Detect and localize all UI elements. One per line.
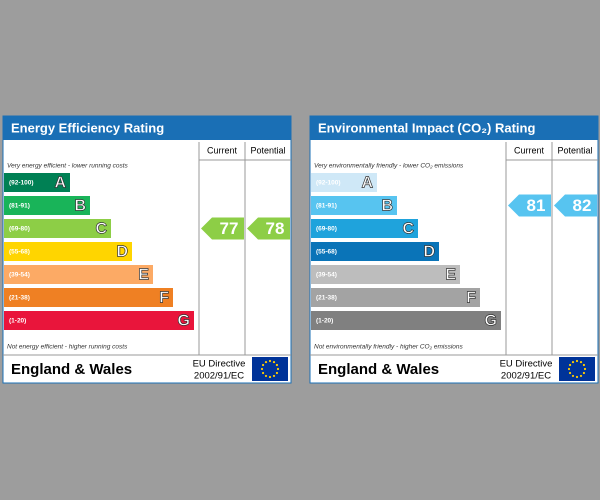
- rating-band: [4, 288, 173, 307]
- band-letter: C: [402, 221, 414, 238]
- rating-band: [311, 196, 397, 215]
- band-range: (81-91): [316, 203, 337, 210]
- rating-value: 77: [220, 219, 239, 238]
- bottom-note: Not energy efficient - higher running co…: [7, 344, 128, 351]
- directive-label: EU Directive: [500, 359, 553, 370]
- band-letter: E: [138, 267, 149, 284]
- eu-star: [275, 363, 279, 367]
- eu-star: [260, 367, 264, 371]
- rating-band: [311, 242, 439, 261]
- band-range: (92-100): [9, 180, 34, 187]
- band-letter: B: [74, 198, 86, 215]
- rating-panel: Energy Efficiency Rating Current Potential…: [2, 115, 292, 384]
- eu-star: [264, 360, 268, 364]
- rating-band: [4, 242, 132, 261]
- title-bar: [3, 116, 291, 140]
- directive-label: EU Directive: [193, 359, 246, 370]
- title-bar: [310, 116, 598, 140]
- column-header: Current: [207, 145, 238, 155]
- rating-band: [4, 311, 194, 330]
- eu-star: [571, 374, 575, 378]
- rating-band: [4, 196, 90, 215]
- band-range: (55-68): [316, 249, 337, 256]
- band-range: (1-20): [316, 318, 333, 325]
- eu-star: [582, 363, 586, 367]
- eu-star: [579, 374, 583, 378]
- eu-star: [575, 375, 579, 379]
- eu-star: [575, 359, 579, 363]
- rating-band: [311, 219, 418, 238]
- band-range: (69-80): [316, 226, 337, 233]
- eu-star: [568, 371, 572, 375]
- eu-star: [264, 374, 268, 378]
- rating-arrow: [201, 217, 244, 240]
- column-header: Potential: [557, 145, 592, 155]
- band-letter: D: [116, 244, 128, 261]
- rating-band: [311, 265, 460, 284]
- band-letter: D: [423, 244, 435, 261]
- band-range: (1-20): [9, 318, 26, 325]
- column-header: Current: [514, 145, 545, 155]
- panel-title: Environmental Impact (CO₂) Rating: [318, 120, 535, 135]
- band-range: (39-54): [316, 272, 337, 279]
- eu-star: [579, 360, 583, 364]
- eu-star: [268, 359, 272, 363]
- band-range: (92-100): [316, 180, 341, 187]
- eu-star: [276, 367, 280, 371]
- eu-star: [261, 363, 265, 367]
- rating-arrow: [554, 194, 597, 217]
- eu-star: [261, 371, 265, 375]
- rating-arrow: [508, 194, 551, 217]
- band-letter: E: [445, 267, 456, 284]
- region-label: England & Wales: [11, 361, 132, 378]
- rating-band: [311, 311, 501, 330]
- band-letter: A: [361, 175, 373, 192]
- panel-title: Energy Efficiency Rating: [11, 120, 164, 135]
- eu-star: [583, 367, 587, 371]
- band-letter: B: [381, 198, 393, 215]
- eu-star: [268, 375, 272, 379]
- eu-star: [568, 363, 572, 367]
- rating-panel: Environmental Impact (CO₂) Rating Current…: [309, 115, 599, 384]
- band-letter: C: [95, 221, 107, 238]
- top-note: Very environmentally friendly - lower CO…: [314, 163, 464, 170]
- eu-star: [272, 374, 276, 378]
- rating-band: [4, 173, 70, 192]
- band-letter: A: [54, 175, 66, 192]
- rating-value: 78: [266, 219, 285, 238]
- rating-value: 82: [573, 196, 592, 215]
- rating-band: [4, 219, 111, 238]
- eu-star: [272, 360, 276, 364]
- band-range: (55-68): [9, 249, 30, 256]
- bottom-note: Not environmentally friendly - higher CO…: [314, 344, 464, 351]
- eu-star: [275, 371, 279, 375]
- directive-label: 2002/91/EC: [194, 371, 244, 382]
- column-header: Potential: [250, 145, 285, 155]
- band-range: (69-80): [9, 226, 30, 233]
- eu-star: [571, 360, 575, 364]
- eu-star: [567, 367, 571, 371]
- band-range: (21-38): [9, 295, 30, 302]
- rating-band: [311, 288, 480, 307]
- band-letter: G: [178, 313, 190, 330]
- band-range: (81-91): [9, 203, 30, 210]
- band-letter: F: [466, 290, 476, 307]
- band-letter: G: [485, 313, 497, 330]
- rating-arrow: [247, 217, 290, 240]
- band-range: (21-38): [316, 295, 337, 302]
- directive-label: 2002/91/EC: [501, 371, 551, 382]
- rating-band: [311, 173, 377, 192]
- top-note: Very energy efficient - lower running co…: [7, 163, 129, 170]
- eu-star: [582, 371, 586, 375]
- rating-value: 81: [527, 196, 546, 215]
- band-range: (39-54): [9, 272, 30, 279]
- band-letter: F: [159, 290, 169, 307]
- region-label: England & Wales: [318, 361, 439, 378]
- rating-band: [4, 265, 153, 284]
